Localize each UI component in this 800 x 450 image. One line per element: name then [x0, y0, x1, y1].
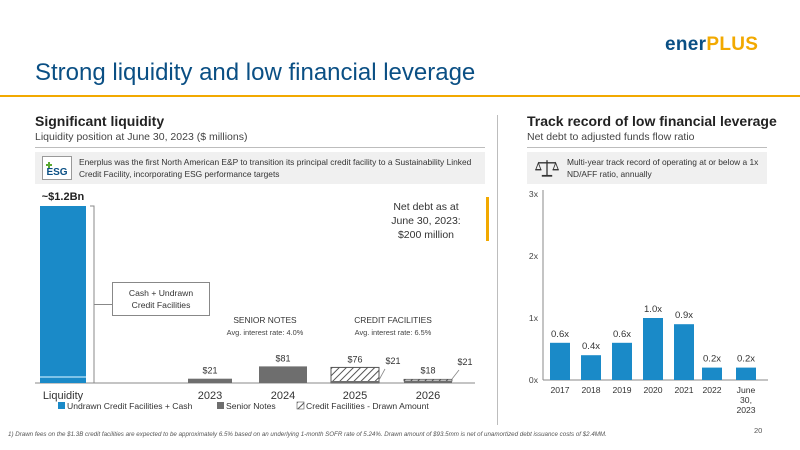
esg-icon: ESG — [42, 156, 72, 180]
enerplus-logo: enerPLUS — [665, 34, 758, 56]
net-debt-accent-bar — [486, 197, 489, 241]
bar-4 — [674, 324, 694, 380]
bar-0 — [550, 342, 570, 380]
left-section-rule — [35, 147, 485, 148]
x-label-june-30-2023-line-0: June — [737, 385, 756, 395]
bar-value-label-5: 0.2x — [703, 354, 721, 365]
bar-value-label-1: 0.4x — [582, 341, 600, 352]
net-debt-callout: Net debt as at June 30, 2023: $200 milli… — [386, 200, 466, 242]
title-rule — [0, 95, 800, 97]
bar-2023-senior-notes — [188, 378, 232, 383]
legend-label-senior-notes: Senior Notes — [226, 401, 276, 411]
bar-value-label-3: 1.0x — [644, 304, 662, 315]
bar-value-label-2: 0.6x — [613, 329, 631, 340]
category-2024: 2024 — [271, 390, 295, 402]
bar-value-label-4: 0.9x — [675, 310, 693, 321]
bar-label-2026-senior: $21 — [457, 357, 472, 367]
esg-note-text: Enerplus was the first North American E&… — [79, 157, 472, 179]
leader-2026-senior — [451, 369, 460, 380]
bar-2025-credit-facilities — [330, 366, 380, 384]
bar-liquidity-cash-segment — [40, 376, 86, 378]
page-title: Strong liquidity and low financial lever… — [35, 59, 476, 86]
senior-notes-rate: Avg. interest rate: 4.0% — [227, 328, 304, 337]
bar-2026-senior-notes — [404, 381, 452, 383]
bar-label-2025-senior: $21 — [385, 356, 400, 366]
y-tick-1x: 1x — [529, 313, 539, 323]
bar-1 — [581, 355, 601, 380]
category-liquidity: Liquidity — [43, 390, 84, 402]
bar-2026-credit-facilities — [403, 378, 453, 382]
bar-6 — [736, 367, 756, 380]
left-section-title: Significant liquidity — [35, 113, 165, 129]
legend-label-undrawn: Undrawn Credit Facilities + Cash — [67, 401, 193, 411]
bar-value-label-0: 0.6x — [551, 329, 569, 340]
right-section-title: Track record of low financial leverage — [527, 113, 777, 129]
legend-swatch-undrawn — [58, 402, 65, 409]
bar-2025-senior-notes — [331, 381, 379, 383]
page-number: 20 — [754, 426, 763, 435]
bar-label-liquidity: ~$1.2Bn — [42, 191, 85, 203]
right-section-rule — [527, 147, 767, 148]
x-label-2022: 2022 — [702, 385, 721, 395]
callout-line-1: Cash + Undrawn — [128, 288, 194, 298]
x-label-2018: 2018 — [581, 385, 600, 395]
senior-notes-title: SENIOR NOTES — [233, 315, 297, 325]
legend-swatch-senior-notes — [217, 402, 224, 409]
bar-2024-senior-notes — [259, 366, 307, 383]
net-debt-line-1: Net debt as at — [393, 201, 459, 213]
net-debt-line-2: June 30, 2023: — [391, 215, 461, 227]
left-section-subtitle: Liquidity position at June 30, 2023 ($ m… — [35, 131, 248, 143]
y-tick-2x: 2x — [529, 251, 539, 261]
leverage-note-box: Multi-year track record of operating at … — [527, 152, 767, 184]
esg-note-box: ESG Enerplus was the first North America… — [35, 152, 485, 184]
x-label-2017: 2017 — [550, 385, 569, 395]
bar-liquidity — [40, 206, 86, 383]
cash-undrawn-callout: Cash + Undrawn Credit Facilities — [112, 282, 210, 316]
bar-5 — [702, 367, 722, 380]
bar-label-2023: $21 — [202, 366, 217, 376]
liquidity-bracket — [90, 205, 95, 384]
leverage-note-text: Multi-year track record of operating at … — [567, 157, 759, 179]
bar-3 — [643, 318, 663, 380]
category-2025: 2025 — [343, 390, 367, 402]
net-debt-line-3: $200 million — [397, 229, 455, 241]
credit-facilities-rate: Avg. interest rate: 6.5% — [355, 328, 432, 337]
footnote: 1) Drawn fees on the $1.3B credit facili… — [8, 431, 607, 438]
bar-label-2026-credit: $18 — [420, 365, 435, 375]
y-tick-0x: 0x — [529, 375, 539, 385]
x-label-2021: 2021 — [674, 385, 693, 395]
x-label-june-30-2023-line-2: 2023 — [736, 405, 755, 415]
esg-badge-text: ESG — [46, 167, 67, 178]
bar-2 — [612, 342, 632, 380]
bar-label-2025-credit: $76 — [347, 354, 362, 364]
liquidity-chart: ~$1.2Bn $21 $81 $76 $21 $18 $21 SENIOR NOTES Avg… — [35, 191, 475, 411]
x-label-june-30-2023-line-1: 30, — [740, 395, 752, 405]
credit-facilities-title: CREDIT FACILITIES — [354, 315, 432, 325]
x-label-2020: 2020 — [643, 385, 662, 395]
x-label-june-30-2023: June 30, 2023 — [736, 385, 755, 415]
legend-swatch-credit-facilities — [296, 401, 305, 410]
bar-value-label-6: 0.2x — [737, 354, 755, 365]
category-2023: 2023 — [198, 390, 222, 402]
legend-label-credit-facilities: Credit Facilities - Drawn Amount — [306, 401, 429, 411]
logo-text-plus: PLUS — [706, 34, 759, 55]
logo-text-ener: ener — [665, 34, 707, 55]
scale-icon — [535, 160, 559, 177]
section-divider — [497, 115, 498, 425]
category-2026: 2026 — [416, 390, 440, 402]
leverage-chart: 0x 1x 2x 3x 0.6x 2017 0.4x 2018 0.6x 2019 1.0x 2020… — [529, 189, 768, 415]
x-label-2019: 2019 — [612, 385, 631, 395]
callout-line-2: Credit Facilities — [131, 300, 191, 310]
y-tick-3x: 3x — [529, 189, 539, 199]
bar-label-2024: $81 — [275, 353, 290, 363]
leader-2025-senior — [378, 368, 386, 381]
right-section-subtitle: Net debt to adjusted funds flow ratio — [527, 131, 695, 143]
